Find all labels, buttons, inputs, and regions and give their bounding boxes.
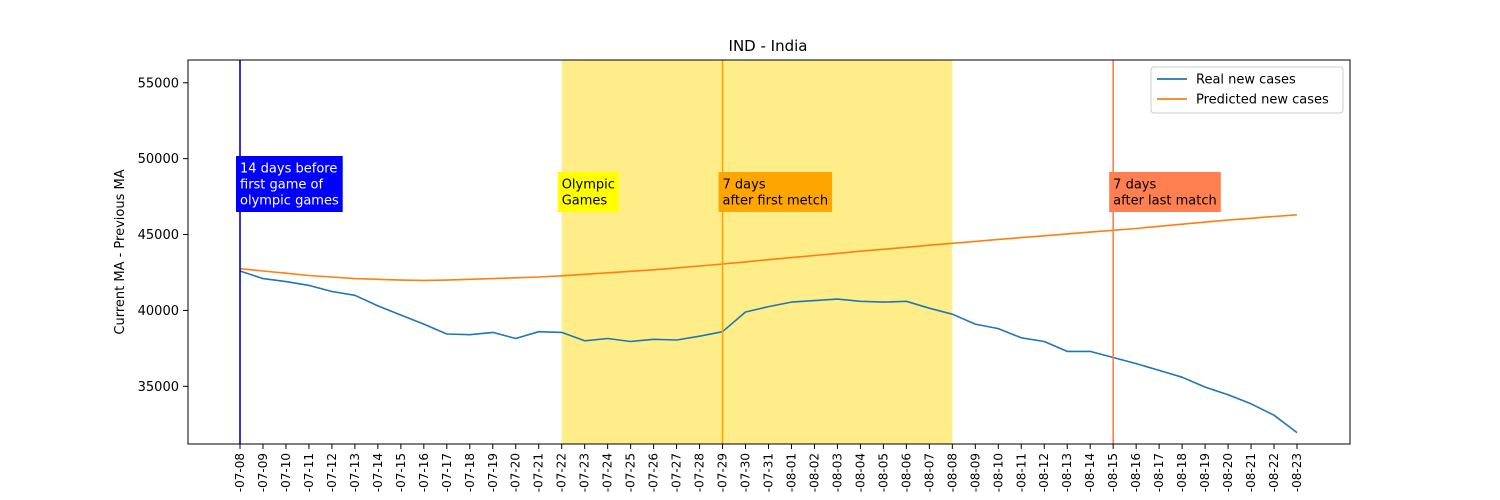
annotation-text: Games [562, 194, 608, 209]
x-tick-label: -07-08 [233, 453, 247, 492]
annotation-text: 14 days before [240, 162, 337, 177]
x-tick-label: -08-12 [1037, 453, 1051, 492]
x-tick-label: -07-30 [739, 453, 753, 492]
x-tick-label: -08-03 [830, 453, 844, 492]
y-tick-label: 45000 [138, 228, 179, 243]
x-tick-label: -07-19 [486, 453, 500, 492]
x-tick-label: -08-23 [1290, 453, 1304, 492]
annotation-text: first game of [240, 178, 324, 193]
x-tick-label: -07-12 [325, 453, 339, 492]
y-tick-label: 40000 [138, 304, 179, 319]
legend-label: Real new cases [1196, 73, 1296, 88]
x-tick-label: -07-26 [647, 453, 661, 492]
x-tick-label: -07-16 [417, 453, 431, 492]
x-tick-label: -07-24 [601, 453, 615, 492]
x-tick-label: -08-11 [1014, 453, 1028, 492]
y-tick-label: 55000 [138, 76, 179, 91]
x-tick-label: -07-22 [555, 453, 569, 492]
legend-box [1150, 66, 1344, 114]
x-tick-label: -07-23 [578, 453, 592, 492]
x-tick-label: -08-13 [1060, 453, 1074, 492]
x-tick-label: -07-17 [440, 453, 454, 492]
x-tick-label: -07-29 [716, 453, 730, 492]
annotation-background [557, 172, 619, 212]
annotation-background [718, 172, 833, 212]
x-tick-label: -08-18 [1175, 453, 1189, 492]
x-tick-label: -08-02 [807, 453, 821, 492]
x-tick-label: -07-25 [624, 453, 638, 492]
x-tick-label: -07-28 [693, 453, 707, 492]
x-tick-label: -07-18 [463, 453, 477, 492]
y-tick-label: 50000 [138, 152, 179, 167]
x-tick-label: -08-17 [1152, 453, 1166, 492]
x-tick-label: -07-31 [762, 453, 776, 492]
x-tick-label: -08-16 [1129, 453, 1143, 492]
y-axis-label: Current MA - Previous MA [113, 169, 128, 334]
y-tick-label: 35000 [138, 380, 179, 395]
x-tick-label: -08-22 [1267, 453, 1281, 492]
annotation-text: olympic games [240, 194, 339, 209]
annotation-text: 7 days [723, 178, 766, 193]
x-tick-label: -08-01 [784, 453, 798, 492]
x-tick-label: -07-09 [256, 453, 270, 492]
x-tick-label: -08-15 [1106, 453, 1120, 492]
x-tick-label: -08-10 [991, 453, 1005, 492]
x-tick-label: -08-08 [945, 453, 959, 492]
x-tick-label: -07-21 [532, 453, 546, 492]
annotation-background [1109, 172, 1221, 212]
legend-label: Predicted new cases [1196, 93, 1329, 108]
x-tick-label: -07-11 [302, 453, 316, 492]
chart-title: IND - India [729, 37, 808, 55]
olympic-games-shaded-region [561, 60, 953, 444]
annotation-text: 7 days [1113, 178, 1156, 193]
x-tick-label: -08-04 [853, 453, 867, 492]
annotation-text: after last match [1113, 194, 1217, 209]
x-tick-label: -08-21 [1244, 453, 1258, 492]
x-tick-label: -07-27 [670, 453, 684, 492]
x-tick-label: -07-10 [279, 453, 293, 492]
x-tick-label: -07-13 [348, 453, 362, 492]
annotation-text: Olympic [562, 178, 615, 193]
x-tick-label: -08-05 [876, 453, 890, 492]
x-tick-label: -08-19 [1198, 453, 1212, 492]
x-tick-label: -08-09 [968, 453, 982, 492]
series-line-predicted-new-cases [239, 214, 1298, 282]
x-tick-label: -08-14 [1083, 453, 1097, 492]
x-tick-label: -07-20 [509, 453, 523, 492]
plot-frame [187, 59, 1351, 445]
x-tick-label: -08-20 [1221, 453, 1235, 492]
annotation-text: after first metch [723, 194, 829, 209]
x-tick-label: -08-06 [899, 453, 913, 492]
x-tick-label: -07-15 [394, 453, 408, 492]
annotation-background [236, 156, 343, 212]
series-line-real-new-cases [239, 270, 1298, 434]
x-tick-label: -08-07 [922, 453, 936, 492]
x-tick-label: -07-14 [371, 453, 385, 492]
